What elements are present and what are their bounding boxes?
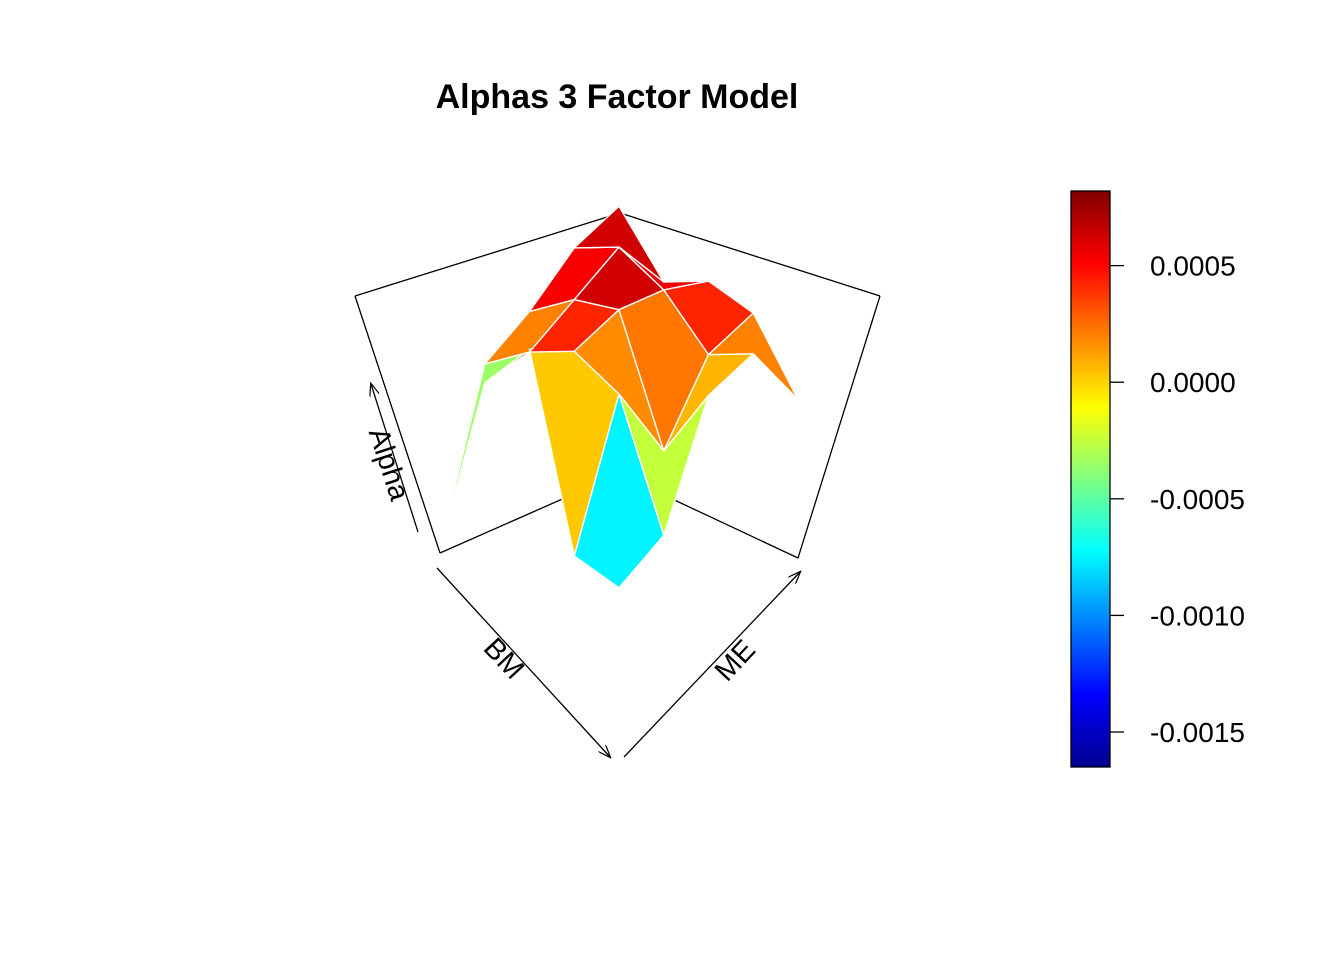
colorbar: 0.0005 0.0000 -0.0005 -0.0010 -0.0015 [1070,190,1245,768]
colorbar-tick-label: -0.0015 [1150,717,1245,748]
box-edge [354,295,441,554]
colorbar-tick-label: 0.0005 [1150,251,1236,282]
colorbar-gradient [1070,190,1111,768]
box-edge [354,212,621,297]
box-edge [797,295,881,559]
colorbar-tick-label: 0.0000 [1150,367,1236,398]
z-axis-arrow [371,384,419,533]
bm-axis-arrow [436,567,610,757]
colorbar-tick-label: -0.0010 [1150,600,1245,631]
z-axis-label: Alpha [362,424,416,505]
y-axis-label: ME [709,634,762,688]
chart-title: Alphas 3 Factor Model [435,78,799,116]
colorbar-ticks: 0.0005 0.0000 -0.0005 -0.0010 -0.0015 [1110,251,1245,748]
me-axis-arrow [623,572,800,758]
x-axis-label: BM [477,632,530,686]
colorbar-tick-label: -0.0005 [1150,484,1245,515]
surface-facets [439,205,799,589]
surface-facet [706,311,799,401]
surface-facet [439,351,530,548]
box-edge [619,212,881,297]
